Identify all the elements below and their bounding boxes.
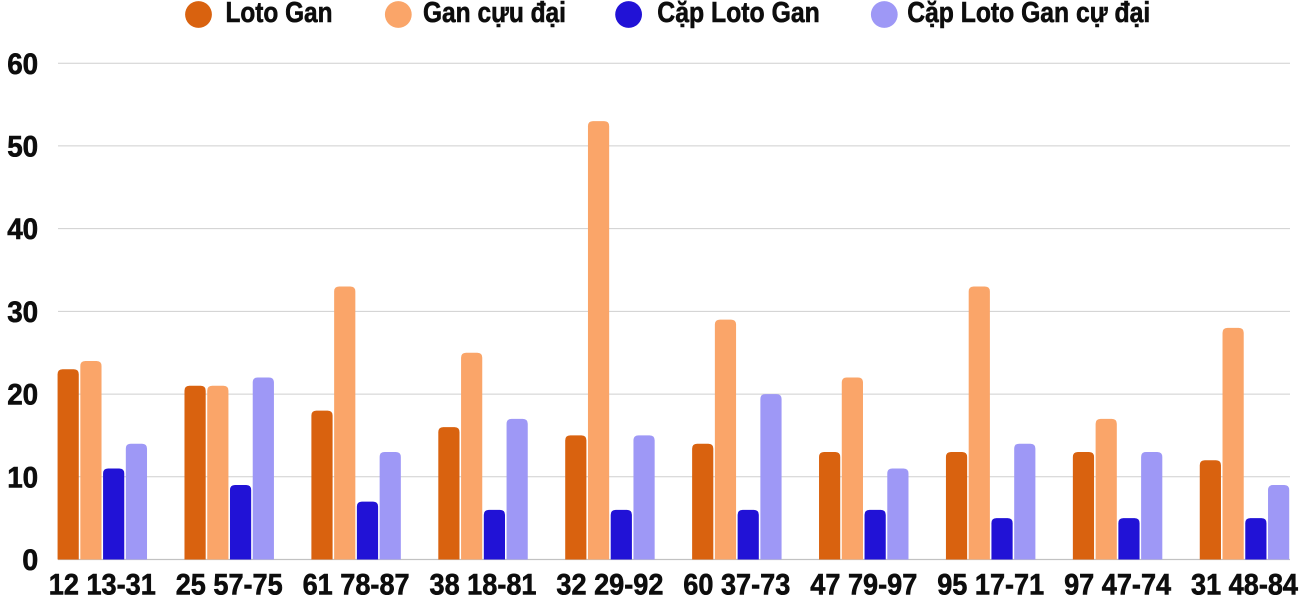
svg-text:97 47-74: 97 47-74 — [1064, 569, 1171, 600]
svg-text:61 78-87: 61 78-87 — [303, 569, 410, 600]
svg-text:40: 40 — [7, 213, 38, 246]
svg-text:25 57-75: 25 57-75 — [176, 569, 283, 600]
svg-text:31 48-84: 31 48-84 — [1191, 569, 1298, 600]
svg-text:50: 50 — [7, 131, 38, 164]
svg-text:Cặp Loto Gan cự đại: Cặp Loto Gan cự đại — [907, 0, 1150, 29]
svg-text:60 37-73: 60 37-73 — [683, 569, 790, 600]
svg-text:Gan cựu đại: Gan cựu đại — [423, 0, 566, 29]
svg-text:Cặp Loto Gan: Cặp Loto Gan — [657, 0, 820, 29]
svg-text:20: 20 — [7, 379, 38, 412]
svg-text:30: 30 — [7, 296, 38, 329]
svg-text:0: 0 — [22, 544, 38, 577]
svg-text:32 29-92: 32 29-92 — [556, 569, 663, 600]
svg-text:Loto Gan: Loto Gan — [226, 0, 333, 29]
svg-text:47 79-97: 47 79-97 — [810, 569, 917, 600]
svg-text:10: 10 — [7, 461, 38, 494]
svg-text:38 18-81: 38 18-81 — [430, 569, 537, 600]
svg-text:95 17-71: 95 17-71 — [937, 569, 1044, 600]
svg-text:60: 60 — [7, 48, 38, 81]
svg-text:12 13-31: 12 13-31 — [49, 569, 156, 600]
